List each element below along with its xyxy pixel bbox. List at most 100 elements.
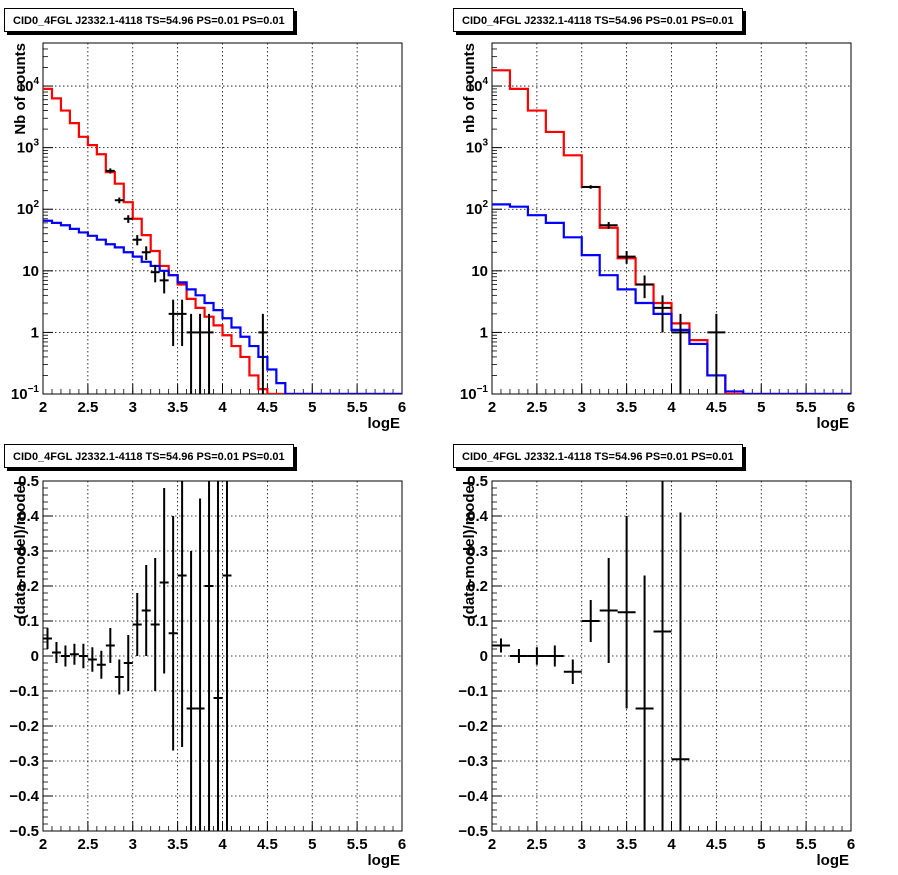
data-point — [581, 185, 600, 189]
y-tick-label: −0.5 — [9, 823, 39, 840]
y-tick-label: 10−1 — [460, 384, 489, 403]
data-point — [159, 488, 169, 674]
y-tick-label: 10 — [22, 263, 39, 280]
model-histogram — [43, 87, 402, 394]
y-tick-label: 0.3 — [467, 543, 488, 560]
x-axis-label: logE — [817, 852, 850, 869]
x-tick-label: 3.5 — [616, 836, 637, 853]
y-tick-label: 0.3 — [18, 543, 39, 560]
data-point — [509, 649, 528, 663]
x-tick-label: 2 — [488, 836, 496, 853]
x-tick-label: 5 — [757, 836, 765, 853]
y-tick-label: 10 — [471, 263, 488, 280]
y-tick-label: 104 — [466, 76, 489, 95]
y-axis-label: Nb of counts — [12, 43, 29, 135]
model-histogram — [43, 219, 402, 394]
y-tick-label: 103 — [466, 138, 489, 157]
x-axis-label: logE — [368, 415, 401, 432]
plot-frame — [42, 480, 403, 832]
data-point — [114, 659, 124, 695]
model-histogram — [492, 203, 851, 394]
x-tick-label: 5 — [308, 836, 316, 853]
x-tick-label: 4.5 — [706, 836, 727, 853]
x-tick-label: 3.5 — [616, 399, 637, 416]
data-point — [43, 628, 52, 649]
x-tick-label: 6 — [398, 399, 406, 416]
plot-area — [43, 87, 402, 394]
x-tick-label: 3 — [129, 399, 137, 416]
y-tick-label: 1 — [480, 324, 488, 341]
data-point — [87, 647, 97, 672]
data-point — [671, 313, 690, 394]
x-tick-label: 5.5 — [347, 399, 368, 416]
data-point — [527, 647, 546, 665]
y-tick-label: −0.5 — [458, 823, 488, 840]
chart-panel: 2 2.5 3 3.5 4 4.5 5 5.5 6 10−1 1 10 102 103 104 logE nb … — [460, 42, 855, 432]
chart-panel: 2 2.5 3 3.5 4 4.5 5 5.5 6 10−1 1 10 102 103 104 logE Nb … — [11, 42, 406, 432]
y-tick-label: −0.1 — [9, 683, 39, 700]
data-point — [213, 481, 223, 831]
y-tick-label: −0.1 — [458, 683, 488, 700]
y-tick-label: 103 — [17, 138, 40, 157]
data-point — [204, 313, 214, 394]
x-tick-label: 4 — [218, 399, 227, 416]
y-tick-label: 0.5 — [18, 473, 39, 490]
chart-panel: 2 2.5 3 3.5 4 4.5 5 5.5 6 −0.5 −0.4 −0.3 −0.2 −0.1 0 0.… — [458, 473, 855, 869]
panel-title: CID0_4FGL J2332.1-4118 TS=54.96 PS=0.01 … — [453, 8, 743, 32]
data-point — [635, 275, 654, 299]
data-point — [617, 516, 636, 709]
panel-title: CID0_4FGL J2332.1-4118 TS=54.96 PS=0.01 … — [4, 8, 294, 32]
x-tick-label: 4.5 — [257, 836, 278, 853]
data-point — [123, 215, 133, 223]
x-tick-label: 3.5 — [167, 399, 188, 416]
y-axis-label: (data-model)/model — [12, 481, 29, 619]
y-axis-label: nb of counts — [461, 43, 478, 133]
data-point — [204, 481, 214, 831]
y-tick-label: 102 — [17, 199, 40, 218]
x-tick-label: 2 — [39, 836, 47, 853]
data-point — [653, 481, 672, 831]
x-tick-label: 2.5 — [526, 836, 547, 853]
x-tick-label: 4.5 — [706, 399, 727, 416]
data-point — [168, 299, 178, 347]
data-point — [545, 645, 564, 667]
x-tick-label: 5.5 — [796, 399, 817, 416]
y-tick-label: −0.2 — [9, 718, 39, 735]
x-tick-label: 5 — [308, 399, 316, 416]
y-tick-label: 10−1 — [11, 384, 40, 403]
x-tick-label: 6 — [398, 836, 406, 853]
data-point — [150, 264, 160, 283]
y-tick-label: 104 — [17, 76, 40, 95]
data-point — [78, 643, 88, 669]
data-point — [141, 246, 151, 260]
data-point — [177, 299, 187, 347]
data-point — [168, 516, 178, 751]
x-tick-label: 5.5 — [796, 836, 817, 853]
data-point — [258, 313, 268, 394]
data-point — [114, 197, 124, 204]
y-tick-label: 0 — [480, 648, 488, 665]
x-tick-label: 5 — [757, 399, 765, 416]
data-point — [105, 628, 115, 663]
data-point — [653, 295, 672, 333]
plot-area — [43, 481, 232, 831]
y-tick-label: 0.2 — [467, 578, 488, 595]
x-axis-label: logE — [368, 852, 401, 869]
x-tick-label: 4 — [218, 836, 227, 853]
x-tick-label: 3 — [129, 836, 137, 853]
data-point — [671, 512, 690, 831]
chart-panel: 2 2.5 3 3.5 4 4.5 5 5.5 6 −0.5 −0.4 −0.3 −0.2 −0.1 0 0.… — [9, 473, 406, 869]
y-tick-label: 1 — [31, 324, 39, 341]
data-point — [123, 635, 133, 691]
data-point — [581, 600, 600, 642]
data-point — [51, 642, 61, 663]
x-tick-label: 5.5 — [347, 836, 368, 853]
x-tick-label: 4.5 — [257, 399, 278, 416]
data-point — [599, 558, 618, 663]
x-tick-label: 3.5 — [167, 836, 188, 853]
data-point — [492, 638, 510, 653]
y-tick-label: 102 — [466, 199, 489, 218]
y-tick-label: −0.3 — [9, 753, 39, 770]
